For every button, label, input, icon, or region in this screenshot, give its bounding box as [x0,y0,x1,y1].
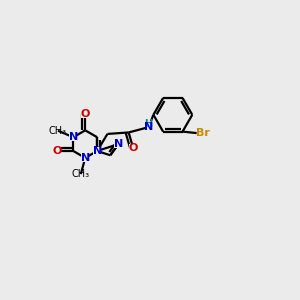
FancyBboxPatch shape [145,121,151,127]
FancyBboxPatch shape [53,147,61,155]
Text: N: N [81,153,90,163]
FancyBboxPatch shape [81,110,89,118]
FancyBboxPatch shape [145,123,152,131]
Text: N: N [92,146,102,156]
Text: O: O [52,146,62,156]
Text: Br: Br [196,128,210,138]
Text: CH₃: CH₃ [49,126,67,136]
FancyBboxPatch shape [81,154,89,162]
Text: H: H [144,118,152,129]
Text: O: O [128,143,138,153]
FancyBboxPatch shape [129,144,137,152]
FancyBboxPatch shape [69,134,77,141]
FancyBboxPatch shape [197,129,209,137]
Text: N: N [69,132,78,142]
Text: CH₃: CH₃ [72,169,90,179]
Text: O: O [80,109,90,119]
Text: N: N [114,139,123,149]
Text: N: N [144,122,153,132]
FancyBboxPatch shape [114,140,122,148]
FancyBboxPatch shape [93,147,101,155]
